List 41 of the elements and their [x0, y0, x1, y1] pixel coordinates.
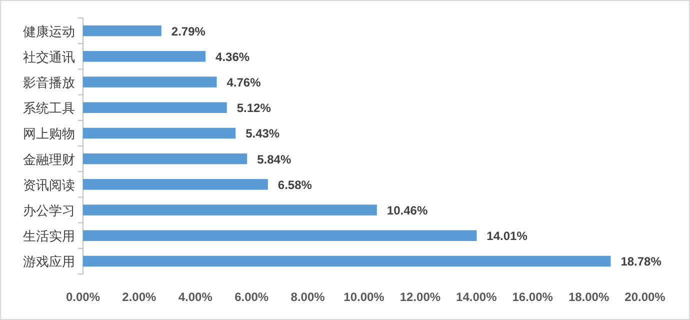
data-label: 4.76%: [226, 76, 262, 90]
x-tick-label: 10.00%: [344, 290, 385, 304]
y-tick-label: 社交通讯: [23, 49, 75, 64]
bar: [83, 25, 162, 36]
y-tick-label: 系统工具: [23, 100, 75, 116]
x-tick-label: 8.00%: [290, 290, 326, 304]
data-label: 5.43%: [246, 126, 280, 141]
y-tick-label: 办公学习: [23, 203, 75, 218]
data-label: 18.78%: [620, 254, 662, 269]
y-tick-label: 影音播放: [23, 75, 75, 90]
x-tick-label: 16.00%: [512, 290, 554, 304]
bar: [83, 153, 248, 164]
y-tick-label: 游戏应用: [23, 254, 75, 270]
data-label: 4.36%: [216, 50, 250, 64]
bar: [83, 76, 217, 88]
x-tick-label: 18.00%: [568, 290, 610, 304]
x-tick-label: 14.00%: [456, 290, 498, 304]
x-tick-label: 6.00%: [234, 290, 269, 304]
bar: [83, 51, 206, 62]
y-tick-label: 金融理财: [23, 152, 75, 167]
y-tick-label: 网上购物: [23, 126, 75, 142]
bar: [83, 204, 377, 216]
bar: [83, 230, 477, 241]
data-label: 6.58%: [278, 178, 312, 192]
x-tick-label: 0.00%: [66, 290, 100, 304]
data-label: 5.12%: [236, 101, 272, 116]
bar: [83, 179, 268, 190]
y-tick-label: 资讯阅读: [23, 177, 75, 192]
y-tick-label: 生活实用: [23, 228, 75, 244]
data-label: 14.01%: [486, 229, 528, 244]
bar: [83, 128, 236, 139]
x-tick-label: 12.00%: [400, 290, 441, 304]
x-tick-label: 20.00%: [624, 290, 666, 304]
bar: [83, 102, 227, 113]
x-tick-label: 4.00%: [178, 290, 213, 304]
data-label: 10.46%: [386, 204, 428, 218]
x-tick-label: 2.00%: [122, 290, 157, 304]
data-label: 2.79%: [171, 24, 206, 38]
data-label: 5.84%: [257, 152, 292, 166]
bar: [83, 256, 611, 267]
y-tick-label: 健康运动: [23, 24, 75, 39]
